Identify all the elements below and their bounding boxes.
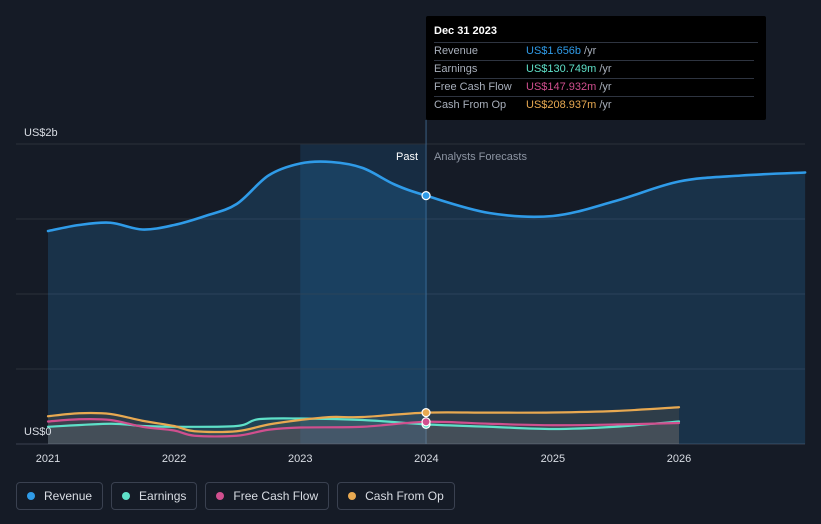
- legend-item-revenue[interactable]: Revenue: [16, 482, 104, 510]
- tooltip-unit: /yr: [584, 45, 597, 57]
- revenue-line: [46, 160, 807, 233]
- x-tick-label: 2026: [667, 453, 691, 465]
- tooltip-value: US$147.932m: [526, 81, 597, 93]
- revenue-dot-icon: [27, 492, 35, 500]
- x-tick-label: 2021: [36, 453, 60, 465]
- tooltip-row-free-cash-flow: Free Cash Flow US$147.932m /yr: [434, 79, 754, 97]
- tooltip-value: US$208.937m: [526, 99, 597, 111]
- free-cash-flow-line: [46, 417, 681, 438]
- legend-label: Free Cash Flow: [233, 489, 319, 503]
- tooltip: Dec 31 2023 Revenue US$1.656b /yr Earnin…: [426, 16, 766, 120]
- legend-label: Revenue: [44, 489, 93, 503]
- x-tick-label: 2023: [288, 453, 312, 465]
- x-tick-label: 2022: [162, 453, 186, 465]
- tooltip-label: Earnings: [434, 63, 478, 75]
- legend-item-earnings[interactable]: Earnings: [111, 482, 198, 510]
- free-cash-flow-dot-icon: [216, 492, 225, 500]
- tooltip-row-cash-from-op: Cash From Op US$208.937m /yr: [434, 97, 754, 114]
- revenue-marker: [421, 191, 431, 201]
- tooltip-label: Revenue: [434, 45, 479, 57]
- tooltip-row-earnings: Earnings US$130.749m /yr: [434, 61, 754, 79]
- x-tick-label: 2024: [414, 453, 438, 465]
- earnings-area: [48, 418, 679, 444]
- earnings-dot-icon: [122, 492, 131, 500]
- x-tick-label: 2025: [541, 453, 565, 465]
- forecast-label: Analysts Forecasts: [434, 151, 527, 163]
- legend-item-cash-from-op[interactable]: Cash From Op: [337, 482, 455, 510]
- legend-item-free-cash-flow[interactable]: Free Cash Flow: [205, 482, 330, 510]
- legend-label: Cash From Op: [365, 489, 444, 503]
- y-axis-bottom-label: US$0: [24, 426, 52, 438]
- cash-from-op-marker: [421, 408, 431, 418]
- cash-from-op-dot-icon: [348, 492, 357, 500]
- tooltip-unit: /yr: [599, 81, 612, 93]
- tooltip-unit: /yr: [599, 99, 612, 111]
- past-label: Past: [396, 151, 418, 163]
- legend-label: Earnings: [139, 489, 187, 503]
- tooltip-value: US$130.749m: [526, 63, 597, 75]
- revenue-area: [48, 161, 806, 444]
- tooltip-value: US$1.656b: [526, 45, 582, 57]
- tooltip-date: Dec 31 2023: [434, 24, 758, 43]
- free-cash-flow-marker: [421, 417, 431, 427]
- tooltip-label: Cash From Op: [434, 99, 507, 111]
- tooltip-unit: /yr: [599, 63, 612, 75]
- tooltip-label: Free Cash Flow: [434, 81, 512, 93]
- legend: Revenue Earnings Free Cash Flow Cash Fro…: [16, 482, 455, 510]
- y-axis-top-label: US$2b: [24, 127, 58, 139]
- tooltip-row-revenue: Revenue US$1.656b /yr: [434, 43, 754, 61]
- cash-from-op-line: [46, 406, 681, 434]
